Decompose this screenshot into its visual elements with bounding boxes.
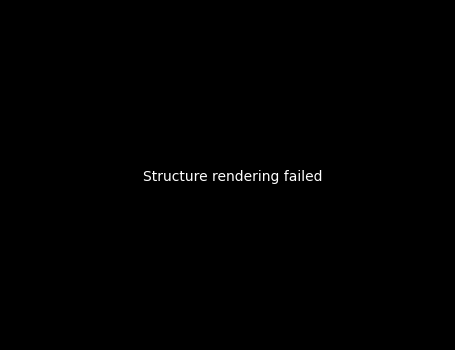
- Text: Structure rendering failed: Structure rendering failed: [143, 170, 323, 184]
